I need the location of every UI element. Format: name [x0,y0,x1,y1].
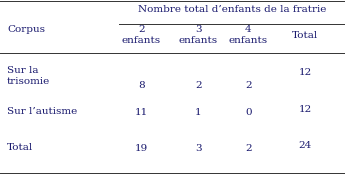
Text: Sur l’autisme: Sur l’autisme [7,107,77,117]
Text: Total: Total [7,143,33,152]
Text: 2: 2 [245,81,252,90]
Text: 12: 12 [299,105,312,114]
Text: 24: 24 [299,141,312,150]
Text: 1: 1 [195,108,202,117]
Text: 2: 2 [195,81,202,90]
Text: 2: 2 [245,144,252,153]
Text: 3: 3 [195,144,202,153]
Text: 2
enfants: 2 enfants [122,25,161,45]
Text: 12: 12 [299,68,312,77]
Text: 8: 8 [138,81,145,90]
Text: Corpus: Corpus [7,25,45,34]
Text: Nombre total d’enfants de la fratrie: Nombre total d’enfants de la fratrie [138,5,326,14]
Text: 11: 11 [135,108,148,117]
Text: Total: Total [292,30,318,40]
Text: 0: 0 [245,108,252,117]
Text: Sur la
trisomie: Sur la trisomie [7,66,50,86]
Text: 3
enfants: 3 enfants [179,25,218,45]
Text: 4
enfants: 4 enfants [229,25,268,45]
Text: 19: 19 [135,144,148,153]
